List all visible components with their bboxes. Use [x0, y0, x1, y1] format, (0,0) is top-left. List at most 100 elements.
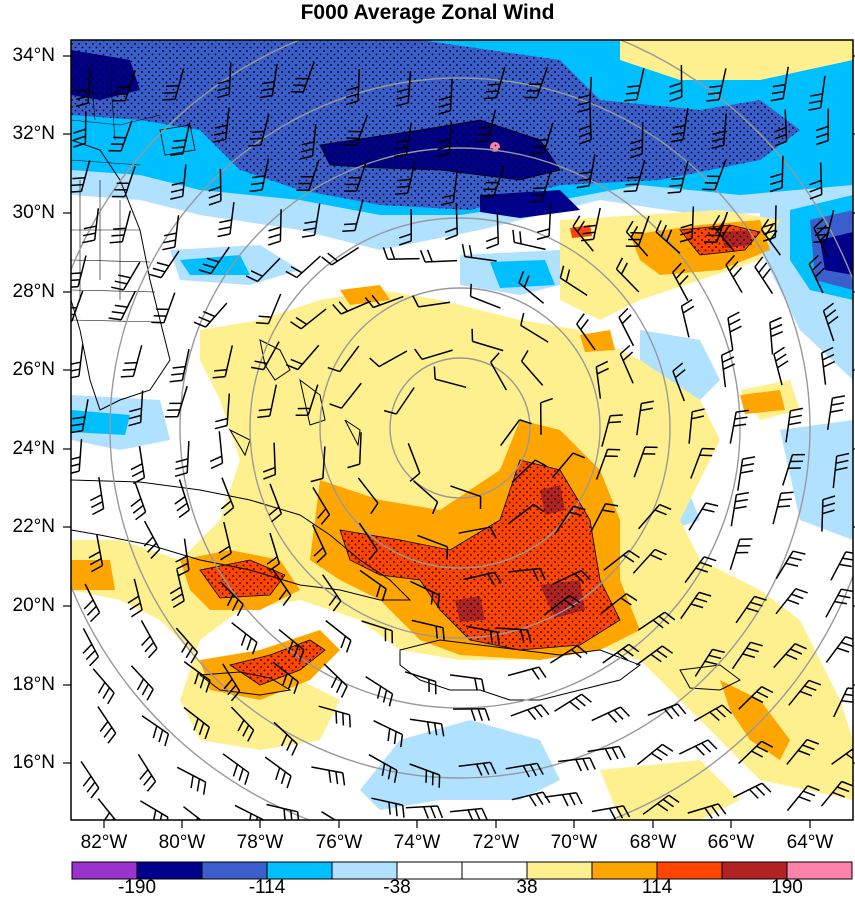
- wind-barb: [702, 159, 727, 191]
- wind-barb: [825, 588, 853, 618]
- wind-barb: [218, 521, 232, 561]
- wind-barb: [321, 246, 360, 266]
- wind-barb: [831, 747, 853, 765]
- wind-barb: [73, 111, 87, 148]
- wind-barb: [619, 344, 634, 384]
- lat-label-22: 22°N: [12, 516, 55, 537]
- wind-barb: [175, 627, 199, 664]
- wind-barb: [680, 298, 695, 338]
- wind-barb: [679, 206, 695, 243]
- wind-barb: [520, 350, 544, 386]
- wind-barb: [325, 620, 352, 653]
- wind-barb: [694, 648, 725, 677]
- wind-barb: [71, 344, 84, 379]
- wind-barb: [71, 290, 84, 322]
- wind-barb: [670, 107, 689, 143]
- wind-barb: [732, 782, 772, 799]
- wind-barb: [217, 202, 235, 238]
- wind-barb: [684, 556, 717, 583]
- lon-label-68: 68°W: [629, 832, 677, 853]
- wind-barb: [471, 328, 504, 352]
- wind-barb: [251, 341, 280, 371]
- colorbar-label-neg114: -114: [248, 877, 286, 898]
- wind-barb: [738, 740, 774, 765]
- wind-barb: [738, 686, 774, 710]
- lat-label-32: 32°N: [12, 123, 55, 144]
- plot-frame: [70, 39, 854, 821]
- wind-barb: [398, 209, 412, 246]
- lon-label-80: 80°W: [158, 832, 206, 853]
- wind-barb: [725, 254, 743, 293]
- wind-barb: [461, 244, 497, 262]
- wind-barb: [510, 704, 550, 721]
- wind-barb: [458, 761, 497, 776]
- wind-barb: [549, 645, 588, 664]
- wind-barb: [438, 78, 453, 115]
- wind-barb: [345, 68, 360, 106]
- wind-barb: [183, 806, 202, 820]
- wind-barb: [165, 385, 188, 418]
- lat-label-18: 18°N: [12, 674, 55, 695]
- wind-barb: [775, 550, 806, 579]
- wind-barb: [369, 350, 408, 368]
- wind-barb: [278, 629, 305, 662]
- wind-barb: [809, 162, 823, 200]
- wind-barb: [245, 257, 281, 283]
- wind-barb: [234, 804, 265, 820]
- colorbar-label-neg190: -190: [117, 877, 157, 898]
- wind-barb: [365, 675, 394, 707]
- lat-label-24: 24°N: [12, 438, 55, 459]
- wind-barb: [209, 431, 224, 470]
- wind-barb: [601, 414, 623, 447]
- wind-barb: [137, 753, 157, 792]
- wind-barb: [89, 476, 105, 516]
- wind-barbs: [71, 61, 853, 820]
- wind-barb: [143, 520, 161, 560]
- wind-barb: [808, 254, 825, 294]
- wind-barb: [672, 262, 689, 301]
- wind-barb: [255, 293, 282, 325]
- wind-barb: [433, 366, 467, 389]
- wind-barb: [383, 387, 415, 415]
- wind-barb: [769, 155, 784, 193]
- wind-barb: [591, 706, 630, 723]
- wind-barb: [97, 706, 117, 744]
- wind-barb: [554, 693, 592, 712]
- wind-barb: [347, 432, 362, 469]
- wind-barb: [450, 674, 485, 692]
- wind-barb: [507, 503, 545, 525]
- wind-barb: [769, 316, 783, 355]
- lat-label-28: 28°N: [12, 281, 55, 302]
- wind-barb: [602, 643, 640, 664]
- wind-barb: [290, 61, 315, 93]
- wind-barb: [706, 68, 727, 102]
- wind-barb: [411, 619, 445, 641]
- wind-barb: [825, 635, 853, 663]
- wind-barb: [343, 160, 368, 192]
- wind-barb: [88, 533, 104, 573]
- wind-barb: [543, 594, 581, 616]
- wind-barb: [321, 574, 342, 612]
- wind-barb: [219, 581, 244, 617]
- wind-barb: [826, 395, 846, 430]
- wind-barb: [520, 312, 549, 343]
- wind-barb: [450, 807, 488, 820]
- wind-barb: [499, 419, 532, 447]
- wind-barb: [213, 107, 230, 143]
- wind-barb: [453, 707, 491, 722]
- wind-barb: [618, 307, 635, 347]
- wind-barb: [813, 218, 830, 258]
- wind-barb: [590, 503, 619, 533]
- wind-barb: [729, 409, 749, 444]
- wind-barb: [140, 620, 158, 659]
- wind-barb: [405, 805, 444, 819]
- wind-barb: [112, 166, 136, 198]
- wind-barb: [264, 756, 292, 789]
- wind-barb: [220, 477, 235, 517]
- map-title: F000 Average Zonal Wind: [300, 1, 555, 24]
- wind-barb: [578, 107, 592, 145]
- wind-barb: [688, 408, 705, 444]
- wind-barb: [409, 718, 445, 737]
- lat-label-34: 34°N: [12, 45, 55, 66]
